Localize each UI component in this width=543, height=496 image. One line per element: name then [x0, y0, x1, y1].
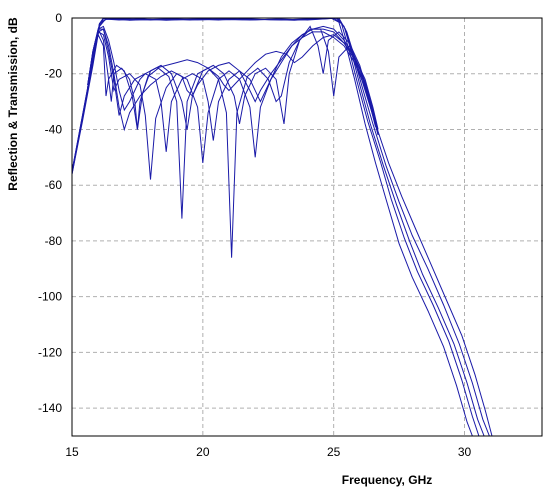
- series-line-2: [72, 17, 480, 436]
- y-axis-title: Reflection & Transmission, dB: [6, 17, 20, 191]
- y-tick-label: -40: [45, 122, 63, 136]
- y-tick-label: -60: [45, 178, 63, 192]
- series-line-6: [87, 25, 379, 130]
- plot-frame: [71, 17, 543, 437]
- y-tick-label: -140: [38, 401, 62, 415]
- y-tick-label: -100: [38, 290, 62, 304]
- series-line-1: [72, 17, 473, 436]
- y-tick-label: -20: [45, 67, 63, 81]
- x-tick-label: 15: [65, 445, 79, 459]
- x-tick-labels: 15 20 25 30: [65, 445, 471, 459]
- grid-lines: [72, 18, 543, 436]
- x-tick-label: 25: [327, 445, 341, 459]
- y-tick-label: -120: [38, 345, 62, 359]
- x-tick-label: 20: [196, 445, 210, 459]
- y-tick-labels: 0 -20 -40 -60 -80 -100 -120 -140: [38, 11, 62, 415]
- series-line-4: [72, 17, 490, 436]
- series-line-11: [87, 25, 376, 130]
- series-line-9: [87, 25, 379, 180]
- data-traces: [72, 17, 493, 436]
- series-line-10: [87, 27, 376, 258]
- series-line-5: [72, 17, 493, 436]
- x-tick-label: 30: [458, 445, 472, 459]
- series-line-8: [87, 28, 379, 152]
- series-line-7: [87, 28, 379, 136]
- y-tick-label: 0: [55, 11, 62, 25]
- y-tick-label: -80: [45, 234, 63, 248]
- x-axis-title: Frequency, GHz: [342, 473, 432, 487]
